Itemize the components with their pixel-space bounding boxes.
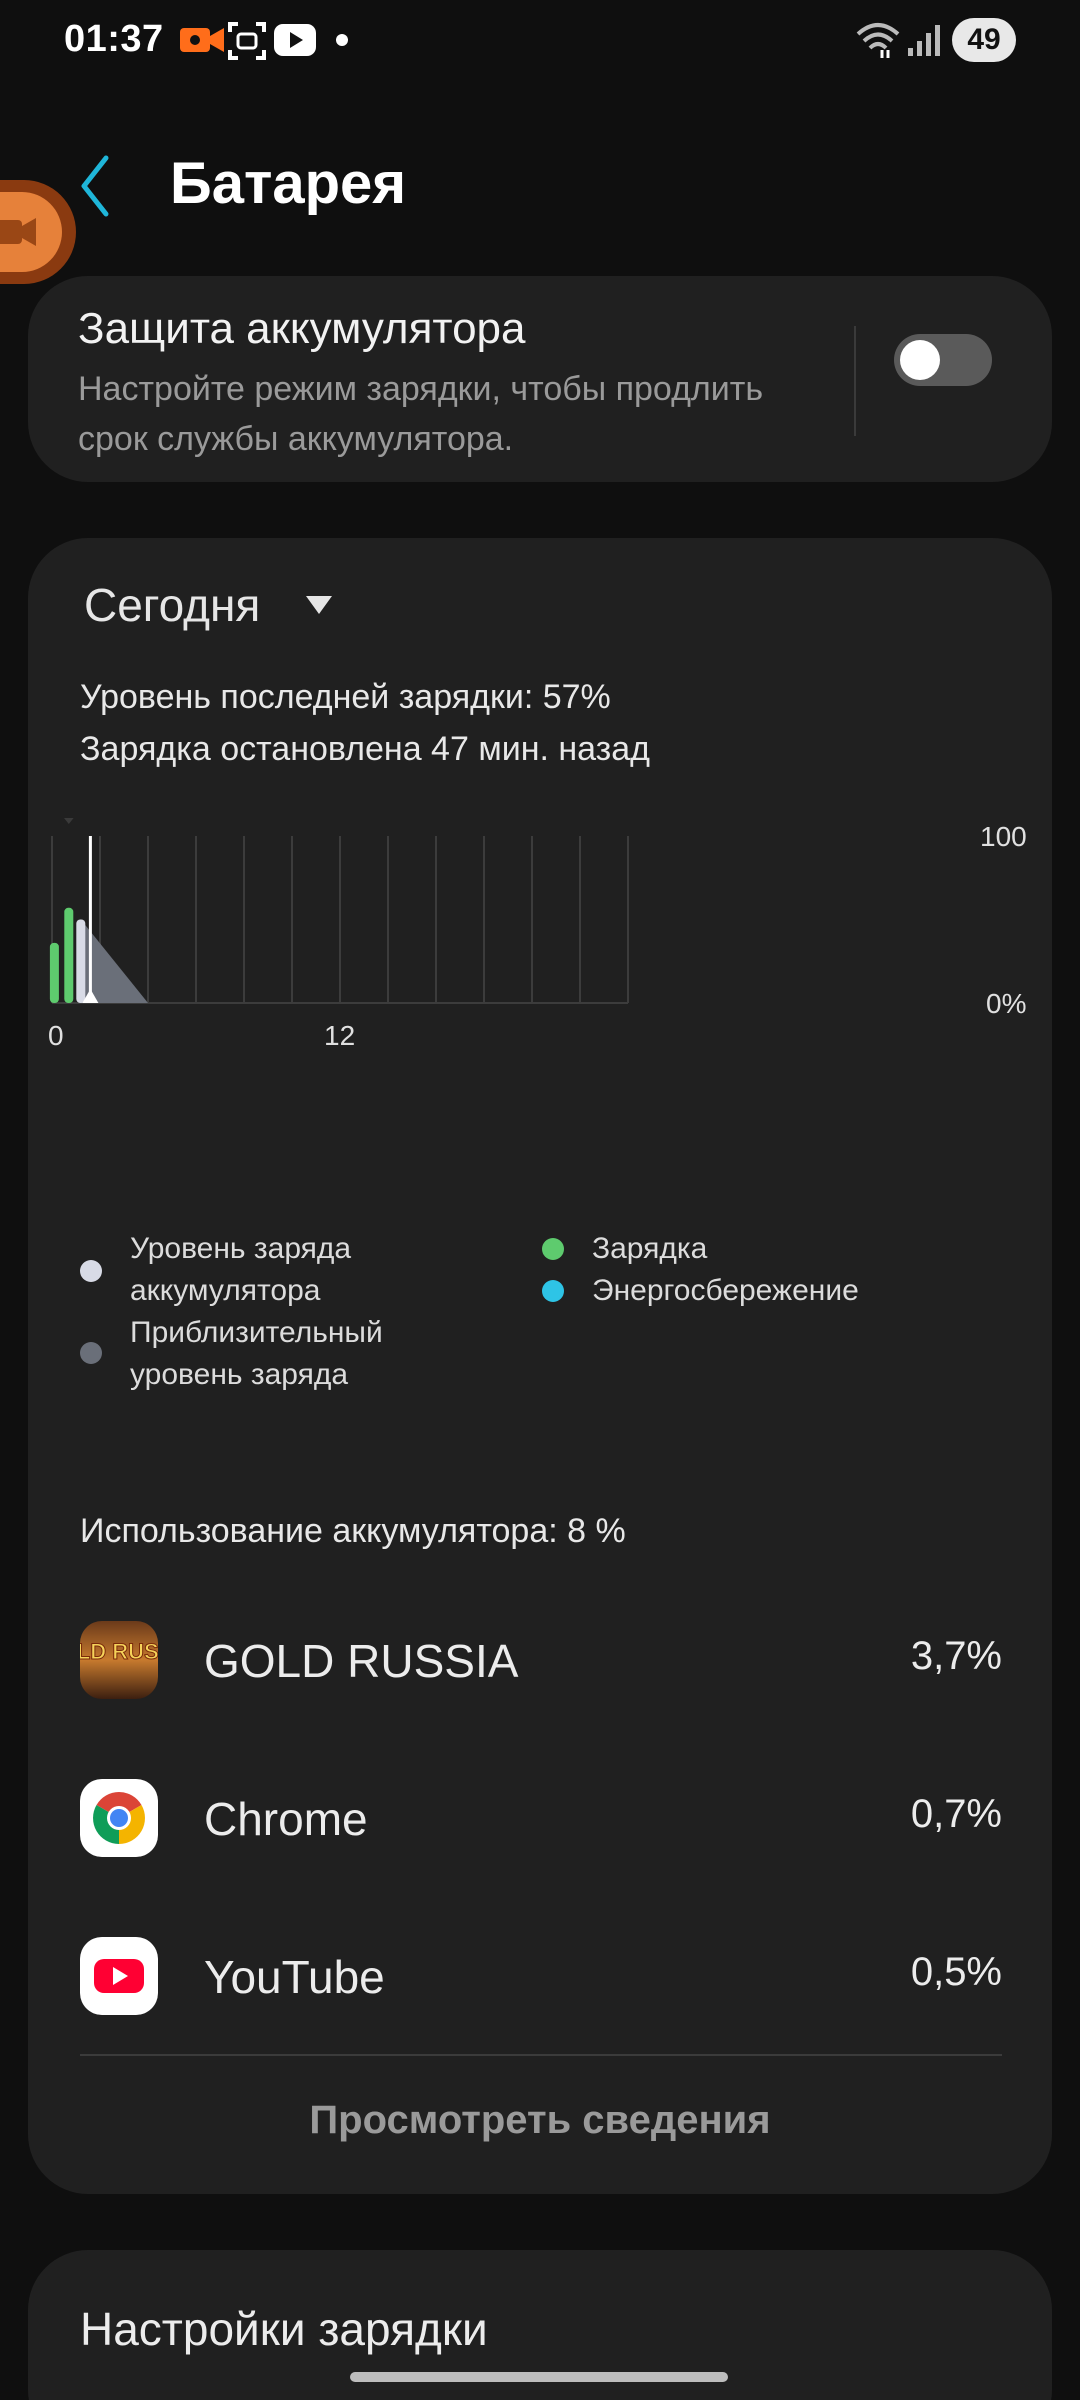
battery-usage-total: Использование аккумулятора: 8 %: [80, 1512, 626, 1550]
battery-protection-title: Защита аккумулятора: [78, 304, 526, 353]
app-name: Chrome: [204, 1793, 368, 1845]
legend-charging-label: Зарядка: [592, 1232, 708, 1265]
app-usage-value: 0,5%: [910, 1950, 1002, 1994]
y-axis-bottom-label: 0%: [986, 988, 1026, 1019]
charge-marker: 57: [63, 818, 74, 824]
gold-russia-app-icon: GOLD RUSSIA: [80, 1621, 158, 1699]
divider: [854, 326, 856, 436]
chrome-icon: [80, 1779, 158, 1857]
legend-charging-dot: [542, 1238, 564, 1260]
app-row-gold-russia[interactable]: GOLD RUSSIA GOLD RUSSIA 3,7%: [28, 1606, 1052, 1716]
battery-protection-toggle[interactable]: [894, 334, 992, 386]
charge-stopped-time: Зарядка остановлена 47 мин. назад: [80, 730, 650, 768]
app-usage-value: 0,7%: [910, 1792, 1002, 1836]
video-camera-icon: [0, 218, 36, 246]
app-name: GOLD RUSSIA: [204, 1635, 519, 1687]
legend-estimated-label: Приблизительный уровень заряда: [130, 1316, 383, 1391]
status-time: 01:37: [64, 18, 164, 60]
last-charge-level: Уровень последней зарядки: 57%: [80, 678, 611, 716]
y-axis-top-label: 100: [980, 821, 1027, 852]
battery-usage-card: Сегодня Уровень последней зарядки: 57% З…: [28, 538, 1052, 2194]
wifi-icon: [856, 23, 900, 58]
screenshot-icon: [228, 22, 266, 60]
legend-battery-label: Уровень заряда аккумулятора: [130, 1232, 352, 1307]
youtube-icon: [274, 24, 316, 56]
signal-icon: [908, 25, 940, 56]
app-name: YouTube: [204, 1951, 385, 2003]
battery-protection-card[interactable]: Защита аккумулятора Настройте режим заря…: [28, 276, 1052, 482]
battery-chart[interactable]: 57 100 0% 0 12: [28, 818, 1052, 1078]
caret-down-icon[interactable]: [306, 596, 332, 614]
app-usage-value: 3,7%: [910, 1634, 1002, 1678]
charging-settings-card[interactable]: Настройки зарядки: [28, 2250, 1052, 2400]
battery-protection-description: Настройте режим зарядки, чтобы продлить …: [78, 370, 764, 458]
view-details-button[interactable]: Просмотреть сведения: [309, 2098, 771, 2142]
legend-power-saving-dot: [542, 1280, 564, 1302]
divider: [80, 2054, 1002, 2056]
screen-recorder-button[interactable]: [0, 192, 62, 272]
app-row-youtube[interactable]: YouTube 0,5%: [28, 1922, 1052, 2032]
status-bar: 01:37 49: [0, 0, 1080, 80]
back-button[interactable]: [76, 152, 136, 222]
battery-icon: 49: [952, 18, 1016, 62]
home-indicator[interactable]: [350, 2372, 728, 2382]
notification-dot: [336, 34, 348, 46]
current-time-marker: [82, 989, 99, 1003]
youtube-icon: [80, 1937, 158, 2015]
svg-text:GOLD RUSSIA: GOLD RUSSIA: [80, 1639, 158, 1664]
charging-bar: [64, 907, 74, 1003]
chevron-left-icon: [81, 155, 109, 217]
charging-bar: [49, 942, 59, 1003]
legend-estimated-dot: [80, 1342, 102, 1364]
x-axis-label-0: 0: [48, 1020, 64, 1051]
period-dropdown[interactable]: Сегодня: [84, 579, 261, 631]
video-record-icon: [180, 28, 224, 52]
x-axis-label-12: 12: [324, 1020, 355, 1051]
charging-settings-title: Настройки зарядки: [80, 2303, 488, 2355]
page-title: Батарея: [170, 151, 407, 216]
legend-battery-dot: [80, 1260, 102, 1282]
battery-level-bar: [76, 919, 86, 1003]
legend-power-saving-label: Энергосбережение: [592, 1274, 859, 1307]
screen-recorder-bubble[interactable]: [0, 180, 76, 284]
estimated-level-area: [80, 919, 148, 1003]
app-row-chrome[interactable]: Chrome 0,7%: [28, 1764, 1052, 1874]
toggle-knob: [900, 340, 940, 380]
